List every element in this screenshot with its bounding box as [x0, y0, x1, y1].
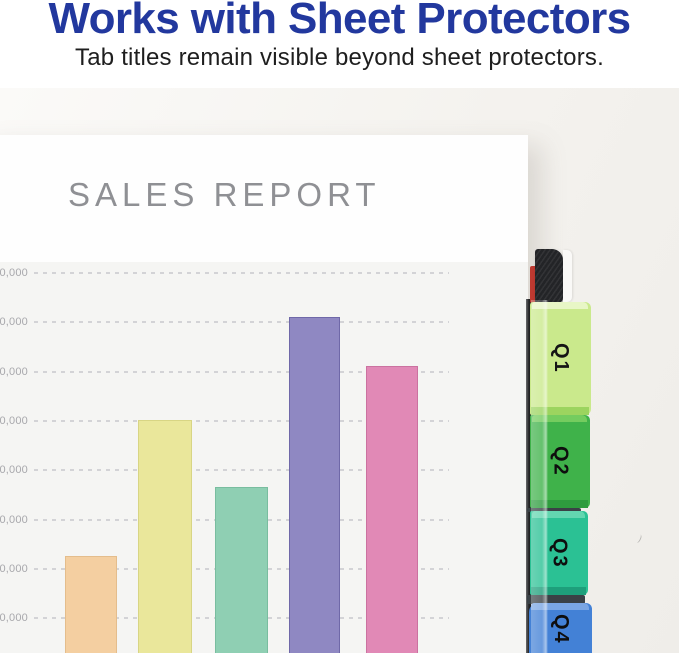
subheadline: Tab titles remain visible beyond sheet p…: [75, 44, 604, 71]
report-title: SALES REPORT: [68, 176, 381, 213]
stacked-page-edges: [526, 299, 531, 653]
tab-top-highlight: [531, 603, 589, 610]
chart-bar: [138, 420, 192, 653]
ytick-label: 0,000: [0, 513, 28, 526]
tab-bottom-edge: [531, 407, 589, 415]
tab-top-highlight: [532, 511, 585, 518]
tab-bottom-edge: [531, 500, 588, 508]
chart-bar: [215, 486, 268, 653]
chart-bar: [366, 365, 418, 653]
tab-top-highlight: [532, 302, 588, 309]
ytick-label: 0,000: [0, 316, 28, 329]
gridline: [34, 370, 449, 373]
ytick-label: 0,000: [0, 415, 28, 427]
tab-bottom-edge: [531, 587, 586, 595]
binder-spine-corner: [535, 249, 563, 303]
tab-label: Q1: [550, 343, 572, 374]
ytick-label: 0,000: [0, 365, 28, 378]
report-header-band: SALES REPORT: [0, 135, 528, 262]
sheet-protector-edge-overlay: [531, 300, 548, 653]
ytick-label: 0,000: [0, 267, 28, 280]
chart-bar: [65, 555, 117, 653]
headline: Works with Sheet Protectors: [48, 0, 631, 43]
tab-label: Q2: [549, 446, 572, 477]
tab-label: Q3: [548, 537, 571, 569]
chart-bar: [289, 316, 340, 653]
ytick-label: 0,000: [0, 562, 28, 575]
gridline: [34, 420, 449, 422]
gridline: [34, 321, 449, 324]
gridline: [34, 272, 449, 275]
tab-label: Q4: [550, 613, 572, 645]
red-page-edge: [530, 266, 536, 303]
tab-top-highlight: [532, 415, 587, 422]
sheet-protector-page: SALES REPORT 0,000 0,000 0,000 0,000 0,000 0,…: [0, 135, 528, 653]
tab-gap-shadow: [527, 594, 585, 604]
ytick-label: 0,000: [0, 612, 28, 625]
tab-gap-shadow: [527, 507, 581, 512]
binder-white-edge: [563, 250, 572, 302]
gridline: [34, 469, 449, 472]
ytick-label: 0,000: [0, 464, 28, 477]
